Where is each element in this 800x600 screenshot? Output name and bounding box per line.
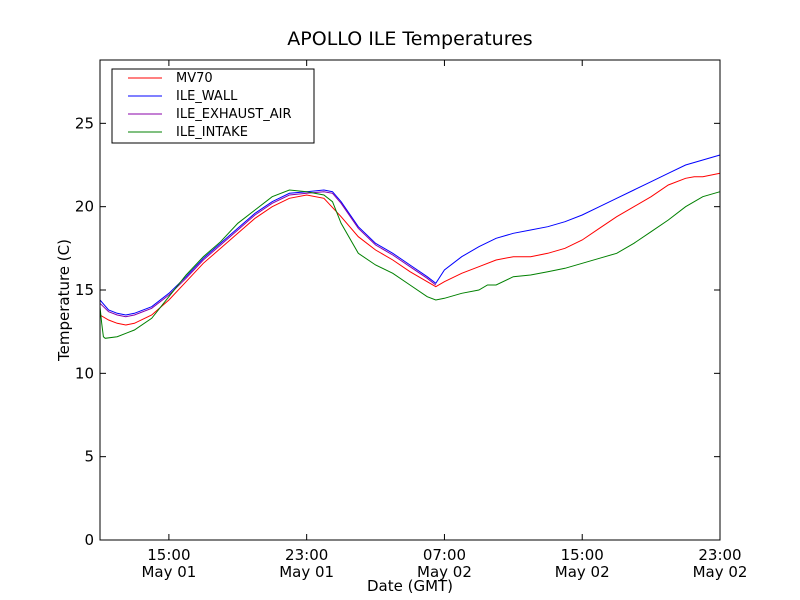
legend: MV70 ILE_WALL ILE_EXHAUST_AIR ILE_INTAKE [111,68,315,144]
plot-frame [99,59,721,541]
legend-label: ILE_WALL [176,89,238,104]
legend-label: ILE_INTAKE [176,125,248,140]
legend-label: ILE_EXHAUST_AIR [176,107,292,122]
y-tick-label: 0 [84,531,94,549]
x-tick-date-label: May 02 [555,563,610,581]
x-tick-time-label: 23:00 [285,546,328,564]
y-tick-label: 20 [75,198,94,216]
y-tick-label: 25 [75,114,94,132]
legend-label: MV70 [176,71,213,86]
y-axis-label: Temperature (C) [55,239,73,362]
x-tick-time-label: 15:00 [147,546,190,564]
x-tick-time-label: 23:00 [698,546,741,564]
series-line-mv70 [99,172,721,326]
x-tick-time-label: 07:00 [423,546,466,564]
x-axis-label: Date (GMT) [367,577,453,595]
series-line-ile-exhaust-air [99,191,437,318]
y-tick-label: 15 [75,281,94,299]
y-tick-label: 5 [84,448,94,466]
y-tick-label: 10 [75,364,94,382]
series-line-ile-intake [99,189,721,339]
x-tick-date-label: May 01 [141,563,196,581]
chart-title: APOLLO ILE Temperatures [287,28,532,50]
x-tick-date-label: May 02 [417,563,472,581]
x-tick-time-label: 15:00 [561,546,604,564]
x-tick-date-label: May 02 [693,563,748,581]
x-tick-date-label: May 01 [279,563,334,581]
series-layer [99,154,721,339]
y-axis: 0 5 10 15 20 25 [75,114,720,549]
legend-frame [111,68,315,144]
